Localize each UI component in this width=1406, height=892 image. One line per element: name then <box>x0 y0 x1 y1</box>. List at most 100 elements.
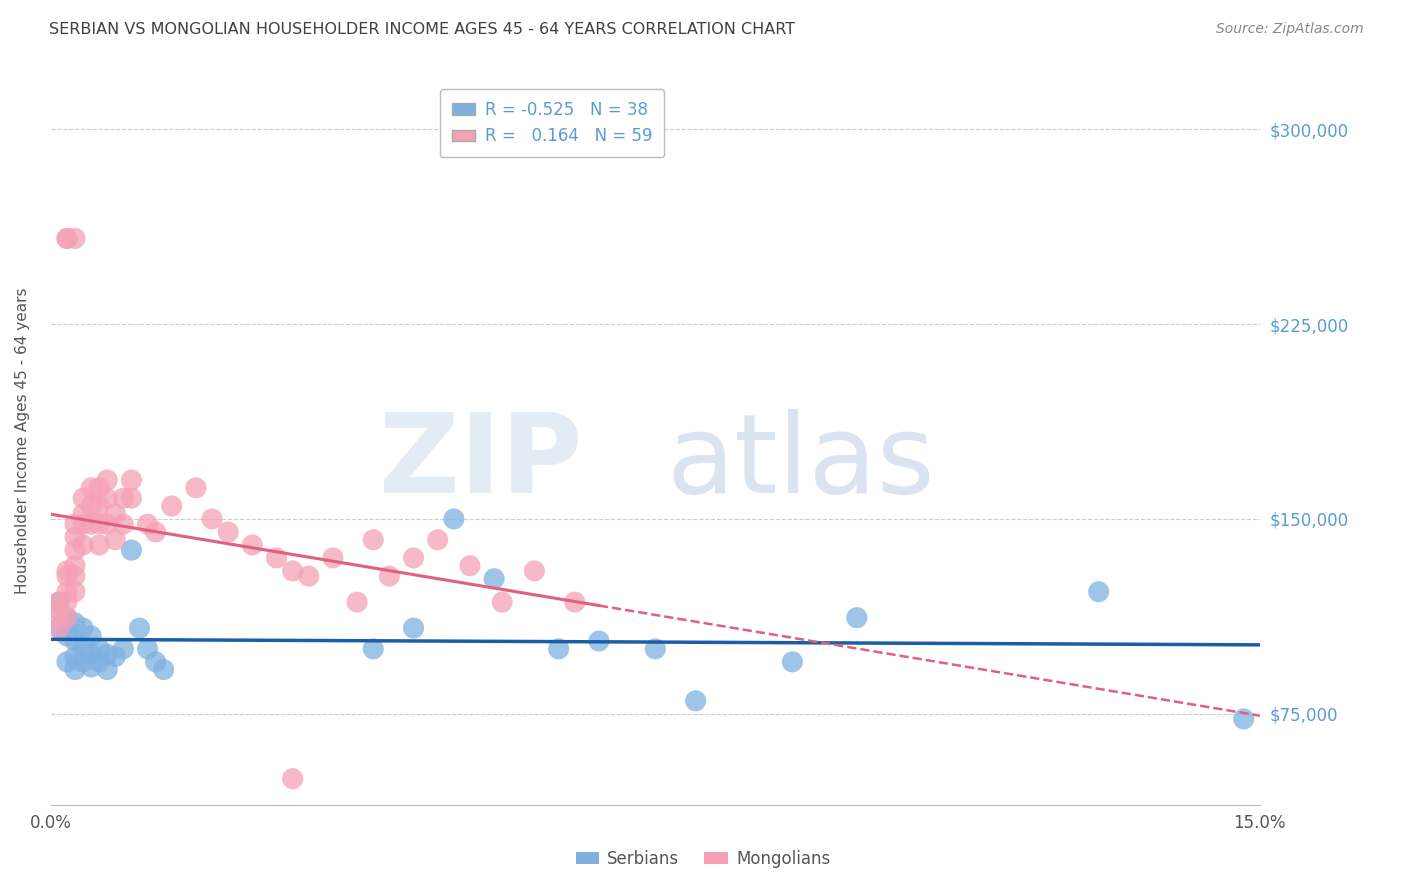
Point <box>56 569 79 583</box>
Point <box>48 595 70 609</box>
Point <box>482 572 505 586</box>
Point <box>96 647 118 661</box>
Point <box>201 512 224 526</box>
Point <box>63 569 86 583</box>
Point <box>48 621 70 635</box>
Point <box>96 663 118 677</box>
Point <box>112 641 135 656</box>
Point <box>89 538 111 552</box>
Point <box>80 647 103 661</box>
Point <box>112 517 135 532</box>
Point <box>298 569 321 583</box>
Point <box>89 517 111 532</box>
Text: SERBIAN VS MONGOLIAN HOUSEHOLDER INCOME AGES 45 - 64 YEARS CORRELATION CHART: SERBIAN VS MONGOLIAN HOUSEHOLDER INCOME … <box>49 22 796 37</box>
Point <box>160 499 183 513</box>
Point <box>1087 584 1109 599</box>
Point <box>361 533 384 547</box>
Point <box>145 524 167 539</box>
Text: atlas: atlas <box>666 409 935 516</box>
Point <box>72 517 94 532</box>
Point <box>458 558 481 573</box>
Point <box>56 610 79 624</box>
Point <box>184 481 207 495</box>
Point <box>378 569 401 583</box>
Point <box>72 655 94 669</box>
Point <box>96 473 118 487</box>
Point <box>104 649 127 664</box>
Legend: Serbians, Mongolians: Serbians, Mongolians <box>569 844 837 875</box>
Point <box>56 655 79 669</box>
Point <box>523 564 546 578</box>
Point <box>782 655 804 669</box>
Point <box>145 655 167 669</box>
Point <box>96 517 118 532</box>
Point <box>72 491 94 506</box>
Point <box>104 507 127 521</box>
Point <box>80 499 103 513</box>
Point <box>80 660 103 674</box>
Point <box>240 538 263 552</box>
Point <box>72 538 94 552</box>
Point <box>48 595 70 609</box>
Point <box>72 621 94 635</box>
Point <box>56 231 79 245</box>
Point <box>588 634 610 648</box>
Point <box>56 629 79 643</box>
Point <box>80 629 103 643</box>
Point <box>120 543 142 558</box>
Point <box>48 621 70 635</box>
Point <box>104 533 127 547</box>
Point <box>402 621 425 635</box>
Point <box>685 694 707 708</box>
Point <box>89 641 111 656</box>
Point <box>89 655 111 669</box>
Point <box>56 231 79 245</box>
Point <box>426 533 449 547</box>
Point <box>89 481 111 495</box>
Point <box>96 491 118 506</box>
Text: ZIP: ZIP <box>380 409 583 516</box>
Point <box>80 517 103 532</box>
Y-axis label: Householder Income Ages 45 - 64 years: Householder Income Ages 45 - 64 years <box>15 288 30 594</box>
Point <box>63 649 86 664</box>
Point <box>63 530 86 544</box>
Point <box>845 610 868 624</box>
Point <box>63 584 86 599</box>
Point <box>1233 712 1256 726</box>
Point <box>72 641 94 656</box>
Point <box>63 231 86 245</box>
Point <box>128 621 150 635</box>
Point <box>63 663 86 677</box>
Point <box>644 641 666 656</box>
Legend: R = -0.525   N = 38, R =   0.164   N = 59: R = -0.525 N = 38, R = 0.164 N = 59 <box>440 89 664 157</box>
Point <box>281 564 304 578</box>
Point <box>564 595 586 609</box>
Point <box>112 491 135 506</box>
Point <box>63 615 86 630</box>
Point <box>152 663 174 677</box>
Point <box>217 524 239 539</box>
Point <box>80 481 103 495</box>
Point <box>63 558 86 573</box>
Point <box>361 641 384 656</box>
Point <box>281 772 304 786</box>
Point <box>56 564 79 578</box>
Point <box>63 543 86 558</box>
Point <box>72 507 94 521</box>
Point <box>136 517 159 532</box>
Point <box>56 610 79 624</box>
Point <box>63 517 86 532</box>
Point <box>402 550 425 565</box>
Point <box>120 491 142 506</box>
Point <box>266 550 288 565</box>
Point <box>48 610 70 624</box>
Point <box>89 499 111 513</box>
Point <box>136 641 159 656</box>
Point <box>120 473 142 487</box>
Point <box>63 634 86 648</box>
Point <box>547 641 569 656</box>
Text: Source: ZipAtlas.com: Source: ZipAtlas.com <box>1216 22 1364 37</box>
Point <box>48 603 70 617</box>
Point <box>491 595 513 609</box>
Point <box>56 584 79 599</box>
